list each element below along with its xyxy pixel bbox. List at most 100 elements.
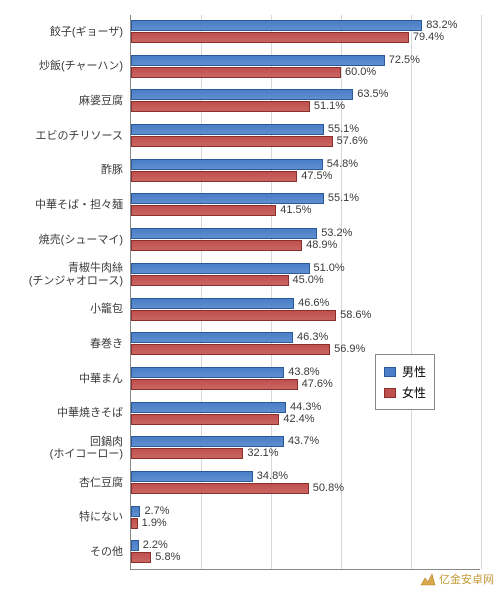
category-label: 小籠包 — [26, 293, 126, 327]
chart-area: 餃子(ギョーザ)83.2%79.4%炒飯(チャーハン)72.5%60.0%麻婆豆… — [30, 15, 485, 570]
bar-female — [131, 205, 276, 216]
category-label: 焼売(シューマイ) — [26, 223, 126, 257]
category-label: 特にない — [26, 501, 126, 535]
value-label-female: 45.0% — [293, 274, 324, 286]
bar-male — [131, 228, 317, 239]
gridline — [481, 15, 482, 569]
legend: 男性女性 — [375, 354, 435, 410]
chart-row: 酢豚54.8%47.5% — [131, 154, 480, 189]
bar-female — [131, 240, 302, 251]
bar-male — [131, 402, 286, 413]
value-label-male: 2.7% — [144, 505, 169, 517]
bar-female — [131, 379, 298, 390]
value-label-male: 34.8% — [257, 470, 288, 482]
bar-female — [131, 275, 289, 286]
value-label-male: 2.2% — [143, 539, 168, 551]
value-label-female: 41.5% — [280, 204, 311, 216]
chart-row: 中華そば・担々麺55.1%41.5% — [131, 188, 480, 223]
bar-male — [131, 20, 422, 31]
value-label-female: 32.1% — [247, 447, 278, 459]
chart-row: 杏仁豆腐34.8%50.8% — [131, 466, 480, 501]
legend-item-male: 男性 — [384, 361, 426, 382]
bar-female — [131, 552, 151, 563]
chart-row: 餃子(ギョーザ)83.2%79.4% — [131, 15, 480, 50]
value-label-female: 5.8% — [155, 551, 180, 563]
legend-swatch-female — [384, 388, 396, 398]
bar-male — [131, 506, 140, 517]
value-label-female: 57.6% — [337, 135, 368, 147]
value-label-male: 46.6% — [298, 297, 329, 309]
bar-male — [131, 159, 323, 170]
chart-row: 青椒牛肉絲(チンジャオロース)51.0%45.0% — [131, 258, 480, 293]
category-label: 中華まん — [26, 362, 126, 396]
bar-female — [131, 32, 409, 43]
value-label-male: 43.8% — [288, 366, 319, 378]
value-label-male: 44.3% — [290, 401, 321, 413]
value-label-male: 63.5% — [357, 88, 388, 100]
chart-row: 炒飯(チャーハン)72.5%60.0% — [131, 50, 480, 85]
bar-male — [131, 55, 385, 66]
legend-label-male: 男性 — [402, 363, 426, 380]
bar-female — [131, 344, 330, 355]
bar-female — [131, 310, 336, 321]
bar-male — [131, 263, 310, 274]
value-label-female: 42.4% — [283, 413, 314, 425]
category-label: 青椒牛肉絲(チンジャオロース) — [26, 258, 126, 292]
value-label-male: 55.1% — [328, 192, 359, 204]
bar-male — [131, 298, 294, 309]
category-label: エビのチリソース — [26, 119, 126, 153]
category-label: 中華そば・担々麺 — [26, 188, 126, 222]
legend-swatch-male — [384, 367, 396, 377]
bar-male — [131, 332, 293, 343]
value-label-male: 51.0% — [314, 262, 345, 274]
chart-row: 特にない2.7%1.9% — [131, 501, 480, 536]
value-label-male: 72.5% — [389, 54, 420, 66]
bar-female — [131, 101, 310, 112]
watermark: 亿金安卓网 — [420, 571, 494, 587]
category-label: その他 — [26, 535, 126, 569]
bar-female — [131, 414, 279, 425]
value-label-male: 83.2% — [426, 19, 457, 31]
value-label-male: 43.7% — [288, 435, 319, 447]
value-label-female: 50.8% — [313, 482, 344, 494]
value-label-female: 47.6% — [302, 378, 333, 390]
value-label-female: 48.9% — [306, 239, 337, 251]
bar-male — [131, 89, 353, 100]
chart-row: 小籠包46.6%58.6% — [131, 293, 480, 328]
chart-row: エビのチリソース55.1%57.6% — [131, 119, 480, 154]
value-label-female: 47.5% — [301, 170, 332, 182]
value-label-male: 55.1% — [328, 123, 359, 135]
legend-item-female: 女性 — [384, 382, 426, 403]
chart-row: 焼売(シューマイ)53.2%48.9% — [131, 223, 480, 258]
bar-male — [131, 540, 139, 551]
value-label-female: 79.4% — [413, 31, 444, 43]
legend-label-female: 女性 — [402, 384, 426, 401]
bar-female — [131, 518, 138, 529]
value-label-female: 60.0% — [345, 66, 376, 78]
value-label-female: 58.6% — [340, 309, 371, 321]
chart-row: 麻婆豆腐63.5%51.1% — [131, 84, 480, 119]
value-label-male: 46.3% — [297, 331, 328, 343]
bar-female — [131, 448, 243, 459]
category-label: 餃子(ギョーザ) — [26, 15, 126, 49]
category-label: 麻婆豆腐 — [26, 84, 126, 118]
bar-female — [131, 171, 297, 182]
chart-row: 回鍋肉(ホイコーロー)43.7%32.1% — [131, 431, 480, 466]
value-label-female: 51.1% — [314, 100, 345, 112]
bar-male — [131, 471, 253, 482]
bar-female — [131, 483, 309, 494]
chart-row: その他2.2%5.8% — [131, 535, 480, 570]
plot-area: 餃子(ギョーザ)83.2%79.4%炒飯(チャーハン)72.5%60.0%麻婆豆… — [130, 15, 480, 570]
bar-male — [131, 436, 284, 447]
bar-female — [131, 67, 341, 78]
category-label: 炒飯(チャーハン) — [26, 50, 126, 84]
category-label: 回鍋肉(ホイコーロー) — [26, 431, 126, 465]
bar-female — [131, 136, 333, 147]
category-label: 酢豚 — [26, 154, 126, 188]
category-label: 春巻き — [26, 327, 126, 361]
value-label-female: 1.9% — [142, 517, 167, 529]
value-label-female: 56.9% — [334, 343, 365, 355]
bar-male — [131, 124, 324, 135]
value-label-male: 53.2% — [321, 227, 352, 239]
watermark-text: 亿金安卓网 — [439, 571, 494, 587]
